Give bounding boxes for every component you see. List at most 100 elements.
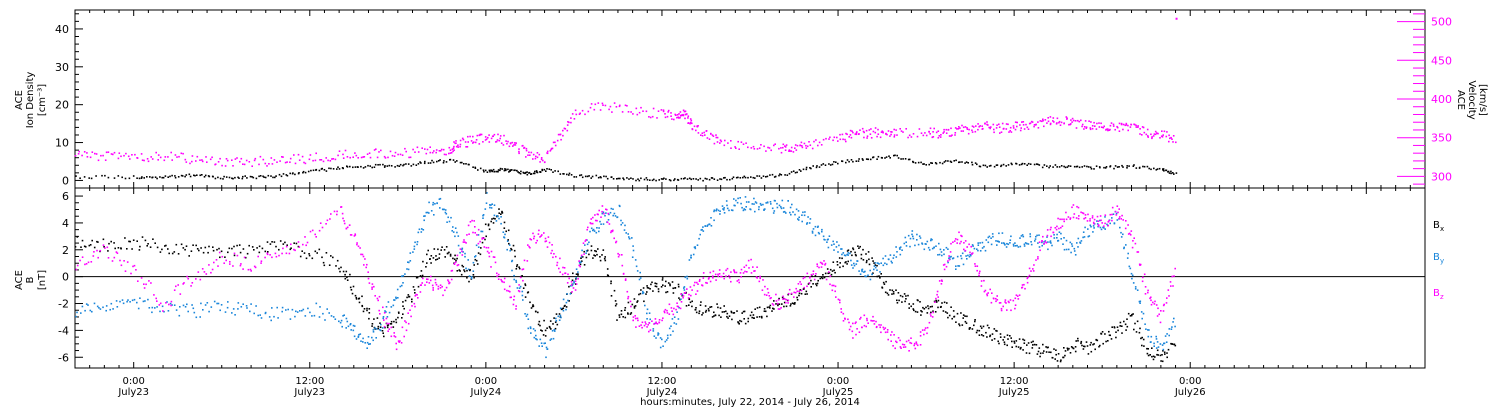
data-point [732, 176, 735, 178]
density-tick-label: 10 [55, 137, 69, 150]
data-point [1170, 172, 1172, 175]
data-point [872, 260, 874, 262]
data-point [1106, 223, 1108, 226]
data-point [591, 222, 594, 225]
data-point [1077, 337, 1079, 340]
data-point [1010, 131, 1013, 133]
data-point [881, 130, 884, 132]
data-point [920, 161, 922, 164]
data-point [668, 303, 671, 306]
data-point [981, 125, 983, 127]
data-point [1149, 354, 1151, 356]
data-point [175, 285, 177, 288]
data-point [529, 326, 532, 328]
data-point [383, 335, 385, 338]
data-point [412, 163, 415, 166]
data-point [741, 206, 743, 209]
data-point [943, 301, 946, 304]
data-point [852, 247, 854, 249]
data-point [463, 163, 465, 165]
data-point [113, 256, 116, 259]
data-point [1005, 302, 1007, 304]
data-point [1109, 124, 1112, 127]
data-point [737, 197, 739, 200]
data-point [299, 255, 302, 258]
data-point [225, 259, 227, 262]
data-point [266, 253, 269, 256]
data-point [1153, 303, 1156, 305]
data-point [575, 277, 577, 279]
data-point [556, 264, 558, 267]
data-point [1091, 125, 1094, 127]
data-point [976, 265, 979, 267]
data-point [763, 145, 765, 148]
data-point [691, 300, 693, 303]
data-point [991, 339, 993, 341]
data-point [636, 317, 639, 320]
data-point [1060, 121, 1063, 124]
data-point [295, 310, 297, 313]
data-point [311, 315, 313, 317]
data-point [534, 157, 537, 160]
data-point [379, 326, 382, 328]
data-point [515, 281, 518, 283]
data-point [338, 150, 341, 152]
data-point [1132, 313, 1134, 315]
data-point [374, 327, 376, 329]
data-point [978, 334, 981, 336]
data-point [154, 307, 156, 309]
data-point [173, 304, 176, 306]
data-point [1033, 343, 1036, 346]
data-point [673, 118, 675, 121]
data-point [872, 272, 874, 274]
data-point [400, 275, 403, 277]
data-point [1124, 323, 1127, 326]
data-point [184, 175, 186, 178]
data-point [139, 245, 141, 248]
data-point [1153, 342, 1155, 345]
data-point [904, 346, 907, 348]
data-point [548, 241, 551, 244]
data-point [729, 178, 731, 181]
data-point [894, 154, 896, 157]
data-point [1071, 245, 1074, 247]
data-point [978, 125, 980, 128]
data-point [337, 166, 339, 168]
data-point [638, 325, 641, 327]
data-point [783, 305, 785, 308]
data-point [472, 270, 475, 272]
data-point [594, 219, 597, 222]
data-point [945, 246, 948, 249]
data-point [354, 152, 356, 154]
data-point [671, 281, 674, 283]
data-point [526, 260, 529, 262]
data-point [1107, 129, 1109, 132]
data-point [495, 220, 498, 222]
data-point [112, 153, 114, 156]
data-point [341, 212, 344, 215]
data-point [646, 291, 648, 293]
data-point [766, 175, 769, 178]
data-point [1053, 234, 1055, 236]
data-point [391, 154, 394, 157]
data-point [975, 125, 977, 127]
data-point [730, 280, 732, 283]
data-point [926, 332, 928, 335]
data-point [543, 232, 545, 234]
data-point [1127, 224, 1129, 226]
data-point [925, 306, 927, 309]
data-point [615, 106, 618, 108]
data-point [518, 150, 520, 153]
data-point [964, 249, 967, 252]
data-point [386, 322, 388, 325]
data-point [308, 254, 311, 257]
data-point [103, 246, 105, 248]
data-point [965, 255, 967, 257]
data-point [421, 276, 423, 278]
data-point [90, 261, 93, 263]
data-point [709, 306, 711, 308]
data-point [736, 201, 739, 204]
data-point [1111, 326, 1113, 328]
data-point [1037, 257, 1039, 260]
data-point [1038, 164, 1041, 166]
